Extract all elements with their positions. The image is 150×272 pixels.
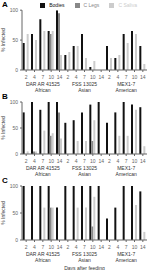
svg-text:4: 4: [33, 74, 36, 80]
svg-text:African: African: [35, 87, 51, 93]
svg-text:4: 4: [116, 158, 119, 164]
svg-text:0: 0: [15, 67, 18, 73]
svg-text:14: 14: [98, 244, 104, 250]
svg-text:2: 2: [108, 244, 111, 250]
svg-text:American: American: [116, 87, 137, 93]
svg-text:African: African: [35, 171, 51, 177]
svg-text:4: 4: [75, 244, 78, 250]
svg-text:4: 4: [33, 158, 36, 164]
svg-text:African: African: [35, 257, 51, 263]
svg-text:Asian: Asian: [78, 257, 91, 263]
svg-text:7: 7: [125, 74, 128, 80]
svg-text:14: 14: [98, 74, 104, 80]
svg-text:MEX1-7: MEX1-7: [117, 164, 136, 171]
svg-text:% Infected: % Infected: [0, 28, 6, 52]
svg-text:% Infected: % Infected: [0, 116, 6, 140]
svg-text:10: 10: [90, 74, 96, 80]
svg-text:Asian: Asian: [78, 87, 91, 93]
html-text:C Saliva: C Saliva: [118, 2, 137, 8]
svg-text:50: 50: [12, 37, 18, 43]
svg-text:14: 14: [57, 158, 63, 164]
svg-text:7: 7: [83, 74, 86, 80]
svg-text:DAR AR 41525: DAR AR 41525: [25, 164, 60, 171]
svg-text:FSS 13025: FSS 13025: [72, 80, 97, 87]
html-text:B: B: [2, 92, 8, 101]
svg-text:14: 14: [140, 158, 146, 164]
svg-text:MEX1-7: MEX1-7: [117, 250, 136, 257]
html-text:C Legs: C Legs: [83, 2, 100, 8]
svg-text:10: 10: [48, 244, 54, 250]
svg-text:10: 10: [132, 158, 138, 164]
svg-text:FSS 13025: FSS 13025: [72, 250, 97, 257]
svg-text:7: 7: [41, 158, 44, 164]
svg-text:14: 14: [140, 74, 146, 80]
svg-text:American: American: [116, 171, 137, 177]
svg-text:% Infected: % Infected: [0, 201, 6, 225]
svg-text:7: 7: [83, 244, 86, 250]
html-text:A: A: [2, 0, 8, 9]
svg-text:10: 10: [90, 244, 96, 250]
svg-text:2: 2: [66, 158, 69, 164]
svg-text:4: 4: [116, 244, 119, 250]
svg-text:14: 14: [140, 244, 146, 250]
svg-text:Asian: Asian: [78, 171, 91, 177]
svg-text:FSS 13025: FSS 13025: [72, 164, 97, 171]
svg-text:14: 14: [57, 244, 63, 250]
svg-text:American: American: [116, 257, 137, 263]
svg-text:DAR AR 41525: DAR AR 41525: [25, 80, 60, 87]
svg-text:7: 7: [41, 244, 44, 250]
svg-text:2: 2: [108, 74, 111, 80]
html-text:C: C: [2, 176, 8, 185]
svg-text:4: 4: [116, 74, 119, 80]
svg-text:2: 2: [25, 74, 28, 80]
svg-text:100: 100: [10, 7, 19, 13]
svg-text:10: 10: [90, 158, 96, 164]
svg-text:10: 10: [48, 158, 54, 164]
svg-text:7: 7: [83, 158, 86, 164]
svg-text:7: 7: [41, 74, 44, 80]
svg-text:DAR AR 41525: DAR AR 41525: [25, 250, 60, 257]
svg-text:14: 14: [98, 158, 104, 164]
svg-text:2: 2: [25, 158, 28, 164]
svg-text:4: 4: [75, 158, 78, 164]
svg-text:2: 2: [25, 244, 28, 250]
svg-text:50: 50: [12, 210, 18, 216]
svg-text:14: 14: [57, 74, 63, 80]
svg-text:7: 7: [125, 158, 128, 164]
svg-text:50: 50: [12, 125, 18, 131]
svg-text:10: 10: [48, 74, 54, 80]
svg-text:10: 10: [132, 244, 138, 250]
svg-text:7: 7: [125, 244, 128, 250]
svg-text:0: 0: [15, 237, 18, 243]
svg-text:2: 2: [66, 244, 69, 250]
svg-text:2: 2: [66, 74, 69, 80]
svg-text:2: 2: [108, 158, 111, 164]
svg-text:MEX1-7: MEX1-7: [117, 80, 136, 87]
html-text:Bodies: Bodies: [49, 2, 65, 8]
svg-text:10: 10: [132, 74, 138, 80]
svg-text:0: 0: [15, 151, 18, 157]
svg-text:100: 100: [10, 183, 19, 189]
svg-text:4: 4: [33, 244, 36, 250]
svg-text:Days after feeding: Days after feeding: [64, 265, 105, 270]
svg-text:4: 4: [75, 74, 78, 80]
svg-text:100: 100: [10, 99, 19, 105]
